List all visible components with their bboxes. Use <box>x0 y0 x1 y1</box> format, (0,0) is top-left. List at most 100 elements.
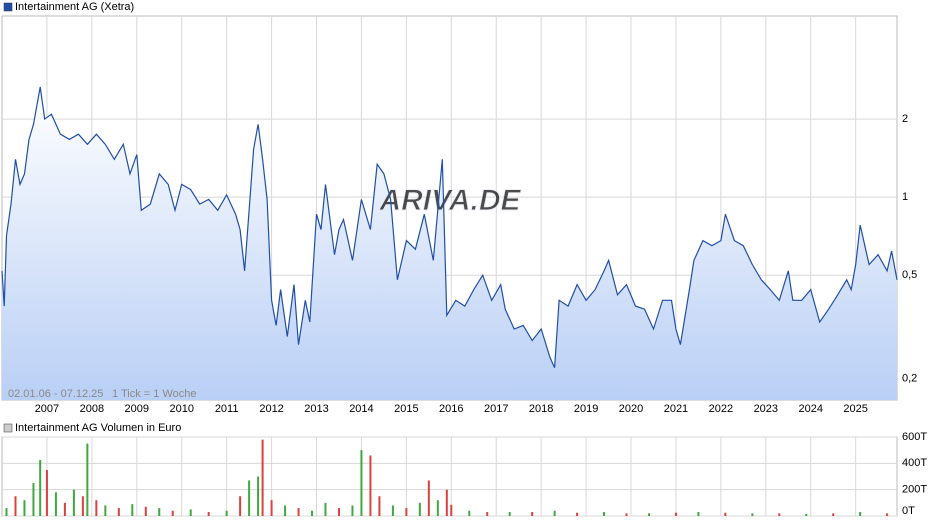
volume-bar <box>832 513 835 516</box>
volume-bar <box>39 460 42 516</box>
volume-bar <box>248 480 251 516</box>
tick-note: 1 Tick = 1 Woche <box>112 388 196 400</box>
volume-bar <box>337 508 340 516</box>
x-tick-label: 2020 <box>619 403 643 415</box>
x-tick-label: 2011 <box>215 403 239 415</box>
y-tick-label: 200T <box>902 484 927 496</box>
x-tick-label: 2024 <box>798 403 822 415</box>
y-tick-label: 0T <box>902 505 915 517</box>
volume-bar <box>450 504 453 516</box>
x-tick-label: 2025 <box>843 403 867 415</box>
volume-bar <box>418 502 421 516</box>
volume-bar <box>468 510 471 516</box>
legend-swatch <box>3 423 13 433</box>
x-tick-label: 2022 <box>709 403 733 415</box>
volume-bar <box>576 512 579 516</box>
volume-bar <box>63 502 66 516</box>
volume-bar <box>270 500 273 516</box>
volume-bar <box>131 504 134 516</box>
y-tick-label: 2 <box>902 113 908 125</box>
x-tick-label: 2021 <box>664 403 688 415</box>
volume-bar <box>189 509 192 516</box>
x-tick-label: 2009 <box>125 403 149 415</box>
x-tick-label: 2013 <box>304 403 328 415</box>
volume-bar <box>674 512 677 516</box>
volume-bar <box>261 439 264 516</box>
volume-bar <box>104 505 107 516</box>
volume-bar <box>486 512 489 516</box>
volume-bar <box>369 455 372 516</box>
y-tick-label: 600T <box>902 431 927 443</box>
volume-title: Intertainment AG Volumen in Euro <box>15 422 181 434</box>
chart-title: Intertainment AG (Xetra) <box>15 1 134 13</box>
volume-bar <box>531 512 534 516</box>
volume-bar <box>117 508 120 516</box>
volume-bar <box>351 505 354 516</box>
y-tick-label: 1 <box>902 191 908 203</box>
volume-bar <box>436 500 439 516</box>
volume-bar <box>45 469 48 516</box>
volume-bar <box>724 512 727 516</box>
x-tick-label: 2019 <box>574 403 598 415</box>
volume-bar <box>553 510 556 516</box>
volume-bar <box>257 476 260 516</box>
volume-bar <box>144 506 147 516</box>
volume-bar <box>239 496 242 516</box>
x-tick-label: 2007 <box>35 403 59 415</box>
volume-bar <box>5 508 8 516</box>
volume-bar <box>297 508 300 516</box>
volume-bar <box>158 508 161 516</box>
volume-bar <box>32 483 35 516</box>
volume-bar <box>391 505 394 516</box>
volume-bar <box>751 513 754 516</box>
volume-bar <box>54 492 57 516</box>
price-line <box>1 86 898 368</box>
volume-bar <box>697 512 700 516</box>
volume-bar <box>14 496 17 516</box>
volume-bar <box>225 510 228 516</box>
x-tick-label: 2010 <box>169 403 193 415</box>
watermark: ARIVA.DE <box>378 184 521 217</box>
date-range: 02.01.06 - 07.12.25 <box>8 388 103 400</box>
volume-bar <box>360 450 363 516</box>
volume-bar <box>23 500 26 516</box>
volume-bar <box>378 496 381 516</box>
legend-swatch <box>3 2 13 12</box>
volume-bar <box>284 505 287 516</box>
y-tick-label: 400T <box>902 457 927 469</box>
x-tick-label: 2023 <box>754 403 778 415</box>
volume-bar <box>171 510 174 516</box>
volume-bar <box>427 480 430 516</box>
volume-bar <box>445 489 448 516</box>
volume-bar <box>95 500 98 516</box>
price-area <box>2 87 897 400</box>
x-tick-label: 2008 <box>80 403 104 415</box>
y-tick-label: 0,2 <box>902 372 917 384</box>
volume-bar <box>778 513 781 516</box>
volume-bar <box>207 512 210 516</box>
volume-bar <box>324 502 327 516</box>
volume-bar <box>859 512 862 516</box>
volume-bar <box>508 512 511 516</box>
volume-bar <box>603 512 606 516</box>
x-tick-label: 2018 <box>529 403 553 415</box>
volume-panel: 0T 200T 400T 600T <box>1 431 927 517</box>
price-panel: 2007 2008 2009 2010 2011 2012 2013 2014 2015 2016… <box>1 15 917 415</box>
volume-bar <box>72 489 75 516</box>
x-tick-label: 2015 <box>394 403 418 415</box>
y-tick-label: 0,5 <box>902 269 917 281</box>
volume-bar <box>405 508 408 516</box>
x-tick-label: 2016 <box>439 403 463 415</box>
volume-bar <box>86 443 89 516</box>
volume-bar <box>886 513 889 516</box>
x-tick-label: 2012 <box>259 403 283 415</box>
plot-frame <box>1 436 898 517</box>
volume-bar <box>805 514 808 516</box>
volume-bar <box>625 513 628 516</box>
x-tick-label: 2014 <box>349 403 373 415</box>
volume-bar <box>311 510 314 516</box>
volume-bar <box>647 513 650 516</box>
volume-bar <box>81 496 84 516</box>
